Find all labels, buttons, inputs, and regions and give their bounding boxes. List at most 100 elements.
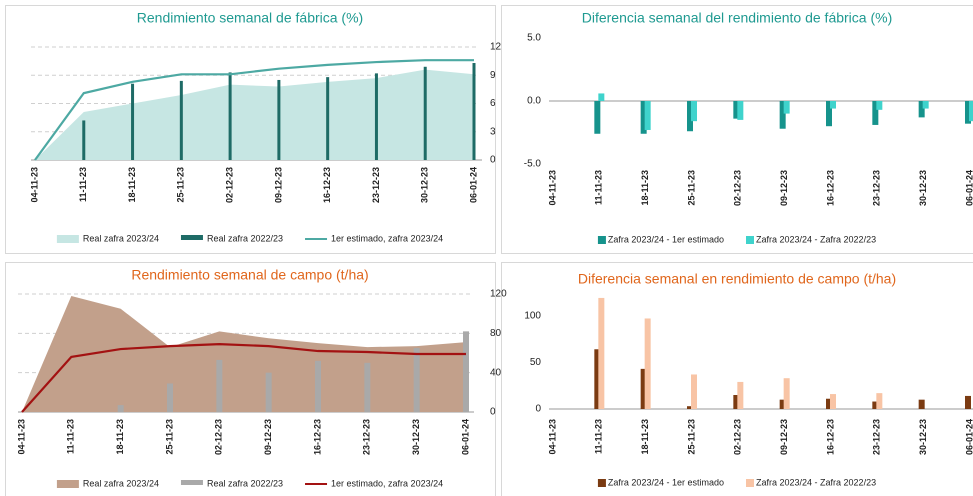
bar xyxy=(965,101,971,124)
bar xyxy=(733,101,740,119)
x-tick-label: 09-12-23 xyxy=(779,419,789,455)
bar xyxy=(277,79,281,160)
x-tick-label: 18-11-23 xyxy=(640,170,650,206)
x-tick-label: 04-11-23 xyxy=(547,419,557,455)
bar xyxy=(364,362,371,412)
legend: Zafra 2023/24 - 1er estimado Zafra 2023/2… xyxy=(597,234,876,244)
y-tick-label: 0 xyxy=(535,404,541,415)
bar xyxy=(179,80,183,160)
bar xyxy=(737,381,744,409)
x-tick-label: 23-12-23 xyxy=(872,170,882,206)
bar xyxy=(872,101,879,125)
bar xyxy=(598,93,605,101)
bar xyxy=(826,101,832,127)
x-tick-label: 06-01-24 xyxy=(468,167,478,203)
bar xyxy=(640,368,647,409)
legend: Real zafra 2023/24 Real zafra 2022/23 1er … xyxy=(56,478,443,488)
bar xyxy=(413,348,420,412)
bar xyxy=(131,83,135,160)
bar xyxy=(783,101,790,114)
bar xyxy=(918,101,925,118)
x-tick-label: 23-12-23 xyxy=(362,419,372,455)
bar xyxy=(640,101,647,134)
bar xyxy=(779,101,786,129)
x-tick-label: 11-11-23 xyxy=(78,167,88,202)
legend-swatch xyxy=(746,236,754,244)
y-tick-label: 40 xyxy=(490,367,502,378)
legend-label: Real zafra 2022/23 xyxy=(207,233,283,243)
x-tick-label: 11-11-23 xyxy=(66,419,76,454)
legend: Real zafra 2023/24 Real zafra 2022/23 1er … xyxy=(56,233,443,243)
bar xyxy=(687,101,693,132)
bar xyxy=(374,73,378,160)
bar xyxy=(965,395,971,409)
bar xyxy=(598,297,605,409)
bar xyxy=(594,349,601,409)
x-tick-label: 06-01-24 xyxy=(964,419,973,455)
x-tick-label: 23-12-23 xyxy=(872,419,882,455)
y-tick-label: 0 xyxy=(490,155,496,166)
x-tick-label: 16-12-23 xyxy=(322,167,332,203)
area xyxy=(35,69,474,160)
bar xyxy=(830,101,836,109)
legend-label: Real zafra 2022/23 xyxy=(207,478,283,488)
bar xyxy=(691,374,697,409)
y-tick-label: 120 xyxy=(490,289,507,300)
x-tick-label: 09-12-23 xyxy=(263,419,273,455)
panel xyxy=(501,5,973,254)
area xyxy=(22,295,466,412)
y-tick-label: 100 xyxy=(524,310,541,321)
bar xyxy=(167,383,173,412)
legend-label: Zafra 2023/24 - 1er estimado xyxy=(608,234,724,244)
bar xyxy=(830,394,836,409)
y-tick-label: 5.0 xyxy=(527,33,541,44)
y-tick-label: 6 xyxy=(490,98,496,109)
x-tick-label: 18-11-23 xyxy=(127,167,137,203)
x-tick-label: 30-12-23 xyxy=(411,419,421,455)
y-tick-label: 12 xyxy=(490,42,502,53)
legend-swatch xyxy=(180,235,203,240)
legend-label: 1er estimado, zafra 2023/24 xyxy=(331,478,443,488)
x-tick-label: 23-12-23 xyxy=(371,167,381,203)
bar xyxy=(82,120,86,160)
x-tick-label: 04-11-23 xyxy=(29,167,39,203)
x-tick-label: 30-12-23 xyxy=(918,170,928,206)
chart-title: Diferencia semanal del rendimiento de fá… xyxy=(582,10,892,26)
legend-label: Real zafra 2023/24 xyxy=(83,478,159,488)
x-tick-label: 16-12-23 xyxy=(825,419,835,455)
bar xyxy=(918,399,925,409)
y-tick-label: -5.0 xyxy=(524,159,542,170)
bar xyxy=(644,101,651,130)
y-tick-label: 0.0 xyxy=(527,96,541,107)
bar xyxy=(922,101,929,109)
bar xyxy=(733,395,740,409)
bar xyxy=(315,360,321,412)
bar xyxy=(876,101,883,110)
x-tick-label: 09-12-23 xyxy=(273,167,283,203)
x-tick-label: 18-11-23 xyxy=(115,419,125,455)
x-tick-label: 02-12-23 xyxy=(733,170,743,206)
bar xyxy=(472,63,476,161)
x-tick-label: 04-11-23 xyxy=(16,419,26,455)
legend-swatch xyxy=(180,480,203,485)
x-tick-label: 25-11-23 xyxy=(164,419,174,455)
y-tick-label: 80 xyxy=(490,328,502,339)
x-tick-label: 16-12-23 xyxy=(825,170,835,206)
bar xyxy=(872,401,879,409)
x-tick-label: 25-11-23 xyxy=(686,419,696,455)
bar xyxy=(228,72,232,160)
x-tick-label: 18-11-23 xyxy=(640,419,650,455)
chart-title: Diferencia semanal en rendimiento de cam… xyxy=(578,271,896,287)
chart-title: Rendimiento semanal de fábrica (%) xyxy=(137,10,363,26)
y-tick-label: 3 xyxy=(490,126,496,137)
x-tick-label: 30-12-23 xyxy=(420,167,430,203)
bar xyxy=(687,406,693,409)
y-tick-label: 0 xyxy=(490,407,496,418)
x-tick-label: 04-11-23 xyxy=(547,170,557,206)
y-tick-label: 50 xyxy=(530,357,542,368)
bar xyxy=(737,101,744,120)
y-tick-label: 9 xyxy=(490,70,496,81)
x-tick-label: 11-11-23 xyxy=(594,419,604,454)
bar xyxy=(423,66,427,160)
